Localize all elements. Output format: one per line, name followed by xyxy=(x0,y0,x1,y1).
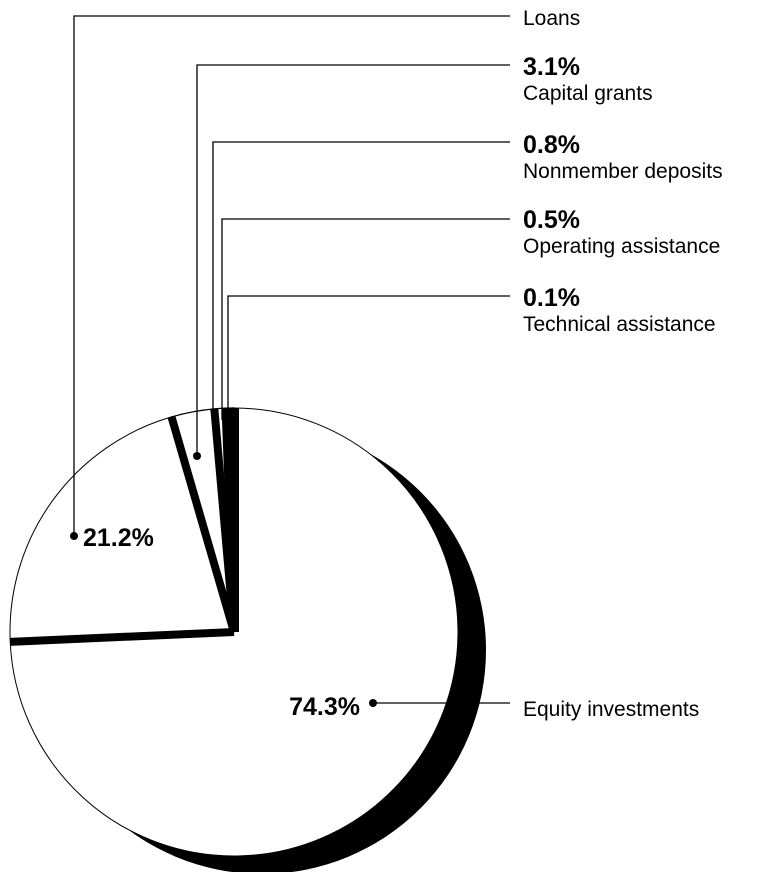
slice-separator xyxy=(167,415,238,634)
slice-name-nonmember-deposits: Nonmember deposits xyxy=(523,160,723,183)
slice-separator xyxy=(10,628,235,646)
slice-name-loans: Loans xyxy=(523,7,580,30)
slice-pct-loans: 21.2% xyxy=(83,524,154,552)
slice-pct-equity-investments: 74.3% xyxy=(289,693,360,721)
slice-name-equity-investments: Equity investments xyxy=(523,698,699,721)
slice-labels: 74.3% Equity investments 21.2% Loans 3.1… xyxy=(83,7,723,721)
slice-name-technical-assistance: Technical assistance xyxy=(523,313,716,336)
slice-pct-technical-assistance: 0.1% xyxy=(523,284,580,312)
leader-line-capital-grants xyxy=(196,64,510,456)
slice-separator xyxy=(228,407,238,633)
leader-line-loans xyxy=(73,15,510,536)
slice-name-capital-grants: Capital grants xyxy=(523,82,653,105)
leader-line-operating-assistance xyxy=(221,218,510,420)
slice-pct-capital-grants: 3.1% xyxy=(523,53,580,81)
leader-line-nonmember-deposits xyxy=(212,141,510,420)
slice-pct-nonmember-deposits: 0.8% xyxy=(523,131,580,159)
slice-pct-operating-assistance: 0.5% xyxy=(523,206,580,234)
slices xyxy=(9,407,459,857)
slice-name-operating-assistance: Operating assistance xyxy=(523,235,720,258)
pie-slice-loans xyxy=(9,416,235,643)
leader-lines xyxy=(70,15,510,707)
leader-line-technical-assistance xyxy=(227,295,510,420)
